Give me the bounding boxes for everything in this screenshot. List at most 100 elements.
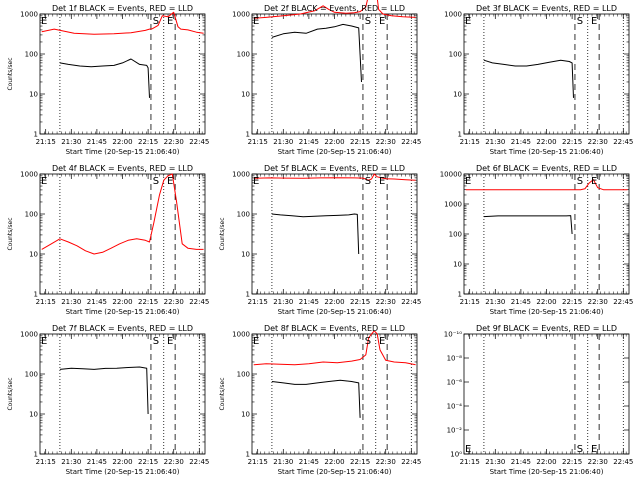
y-tick-label: 1: [34, 131, 38, 139]
x-tick-label: 22:45: [613, 458, 633, 466]
x-tick-label: 21:30: [273, 458, 293, 466]
series-line-lld: [465, 179, 628, 191]
x-tick-label: 22:30: [164, 138, 184, 146]
y-tick-label: 10⁻¹⁰: [444, 331, 462, 339]
x-tick-label: 22:45: [189, 458, 209, 466]
series-line-lld: [253, 173, 416, 181]
y-tick-label: 1: [34, 291, 38, 299]
series-line-lld: [253, 0, 416, 19]
y-tick-label: 10000: [440, 171, 462, 179]
plot-frame: [39, 13, 206, 135]
x-axis-label: Start Time (20-Sep-15 21:06:40): [278, 468, 392, 476]
y-tick-label: 1000: [444, 11, 462, 19]
panel-7: [39, 333, 206, 455]
x-tick-label: 21:15: [248, 138, 268, 146]
y-tick-label: 1000: [232, 171, 250, 179]
series-line-events: [483, 215, 573, 235]
start-label-e: E: [41, 336, 47, 347]
marker-label-s: S: [365, 16, 371, 27]
x-tick-label: 22:45: [401, 298, 421, 306]
x-tick-label: 22:00: [536, 298, 556, 306]
start-label-e: E: [465, 176, 471, 187]
x-tick-label: 22:00: [112, 458, 132, 466]
panel-5: [251, 173, 418, 295]
marker-label-s: S: [577, 444, 583, 455]
start-label-e: E: [465, 444, 471, 455]
x-tick-label: 22:30: [588, 298, 608, 306]
start-label-e: E: [253, 336, 259, 347]
panel-2: [251, 0, 418, 135]
x-axis-label: Start Time (20-Sep-15 21:06:40): [66, 148, 180, 156]
x-axis-label: Start Time (20-Sep-15 21:06:40): [490, 308, 604, 316]
y-tick-label: 1000: [20, 11, 38, 19]
x-tick-label: 22:00: [324, 458, 344, 466]
x-axis-label: Start Time (20-Sep-15 21:06:40): [66, 308, 180, 316]
x-tick-label: 22:45: [401, 458, 421, 466]
x-axis-label: Start Time (20-Sep-15 21:06:40): [278, 148, 392, 156]
x-tick-label: 22:45: [613, 298, 633, 306]
panel-title: Det 6f BLACK = Events, RED = LLD: [476, 164, 617, 173]
y-tick-label: 10: [453, 91, 462, 99]
marker-label-e: E: [167, 16, 173, 27]
x-tick-label: 22:15: [562, 298, 582, 306]
x-tick-label: 22:15: [350, 138, 370, 146]
x-tick-label: 21:15: [460, 138, 480, 146]
y-tick-label: 100: [237, 51, 250, 59]
x-tick-label: 21:30: [485, 138, 505, 146]
series-line-events: [59, 366, 149, 415]
x-tick-label: 22:30: [164, 298, 184, 306]
y-tick-label: 10: [453, 261, 462, 269]
x-tick-label: 22:30: [588, 458, 608, 466]
x-axis-label: Start Time (20-Sep-15 21:06:40): [490, 148, 604, 156]
marker-label-s: S: [153, 16, 159, 27]
x-tick-label: 22:45: [189, 138, 209, 146]
marker-label-e: E: [379, 16, 385, 27]
x-tick-label: 22:00: [324, 138, 344, 146]
y-tick-label: 1000: [20, 331, 38, 339]
x-tick-label: 22:00: [536, 138, 556, 146]
marker-label-e: E: [167, 336, 173, 347]
panel-title: Det 2f BLACK = Events, RED = LLD: [264, 4, 405, 13]
plot-frame: [463, 13, 630, 135]
x-tick-label: 22:15: [562, 458, 582, 466]
start-label-e: E: [465, 16, 471, 27]
panel-title: Det 8f BLACK = Events, RED = LLD: [264, 324, 405, 333]
y-tick-label: 1: [34, 451, 38, 459]
y-tick-label: 100: [237, 371, 250, 379]
y-tick-label: 10⁻⁶: [447, 379, 463, 387]
panel-6: [463, 173, 630, 295]
x-tick-label: 21:15: [248, 298, 268, 306]
y-tick-label: 100: [25, 211, 38, 219]
panel-title: Det 7f BLACK = Events, RED = LLD: [52, 324, 193, 333]
x-tick-label: 21:45: [87, 458, 107, 466]
panel-9: [463, 333, 630, 455]
panel-title: Det 4f BLACK = Events, RED = LLD: [52, 164, 193, 173]
x-tick-label: 21:15: [36, 458, 56, 466]
marker-label-s: S: [577, 16, 583, 27]
marker-label-s: S: [365, 336, 371, 347]
plot-frame: [39, 333, 206, 455]
x-tick-label: 21:15: [36, 298, 56, 306]
x-axis-label: Start Time (20-Sep-15 21:06:40): [66, 468, 180, 476]
y-tick-label: 10⁰: [450, 451, 462, 459]
start-label-e: E: [253, 16, 259, 27]
x-tick-label: 21:30: [273, 138, 293, 146]
panel-title: Det 9f BLACK = Events, RED = LLD: [476, 324, 617, 333]
series-line-events: [271, 23, 362, 83]
marker-label-e: E: [167, 176, 173, 187]
x-tick-label: 22:15: [562, 138, 582, 146]
x-tick-label: 21:45: [511, 298, 531, 306]
x-tick-label: 21:30: [485, 298, 505, 306]
series-line-lld: [41, 11, 204, 35]
y-tick-label: 100: [449, 51, 462, 59]
x-tick-label: 21:45: [511, 138, 531, 146]
y-tick-label: 10: [241, 251, 250, 259]
x-tick-label: 22:30: [376, 138, 396, 146]
x-tick-label: 22:15: [138, 458, 158, 466]
plot-frame: [463, 173, 630, 295]
y-tick-label: 1: [246, 291, 250, 299]
x-tick-label: 21:30: [273, 298, 293, 306]
x-tick-label: 22:30: [164, 458, 184, 466]
series-line-lld: [41, 173, 204, 255]
